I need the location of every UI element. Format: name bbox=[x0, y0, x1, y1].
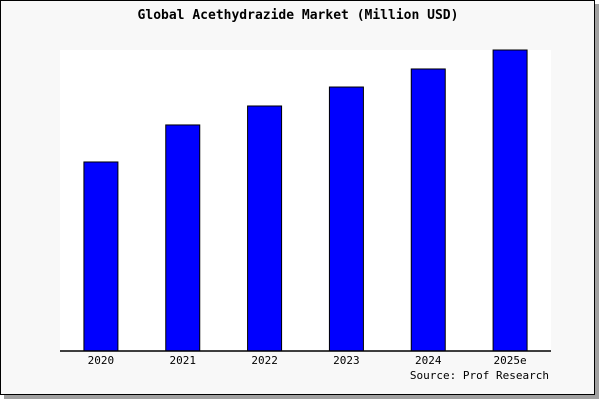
chart-title: Global Acethydrazide Market (Million USD… bbox=[138, 8, 459, 23]
x-tick-label: 2023 bbox=[333, 354, 360, 367]
bar-2021 bbox=[165, 124, 201, 352]
bar-2024 bbox=[410, 68, 446, 352]
x-tick-label: 2021 bbox=[170, 354, 197, 367]
x-tick-label: 2024 bbox=[415, 354, 442, 367]
bar-2020 bbox=[83, 161, 119, 352]
bar-2023 bbox=[328, 86, 364, 352]
bar-2022 bbox=[247, 105, 283, 352]
x-tick-label: 2020 bbox=[88, 354, 115, 367]
x-tick-label: 2025e bbox=[494, 354, 527, 367]
source-note: Source: Prof Research bbox=[410, 369, 549, 382]
x-tick-label: 2022 bbox=[251, 354, 278, 367]
plot-area bbox=[60, 50, 551, 351]
bar-2025e bbox=[492, 49, 528, 352]
